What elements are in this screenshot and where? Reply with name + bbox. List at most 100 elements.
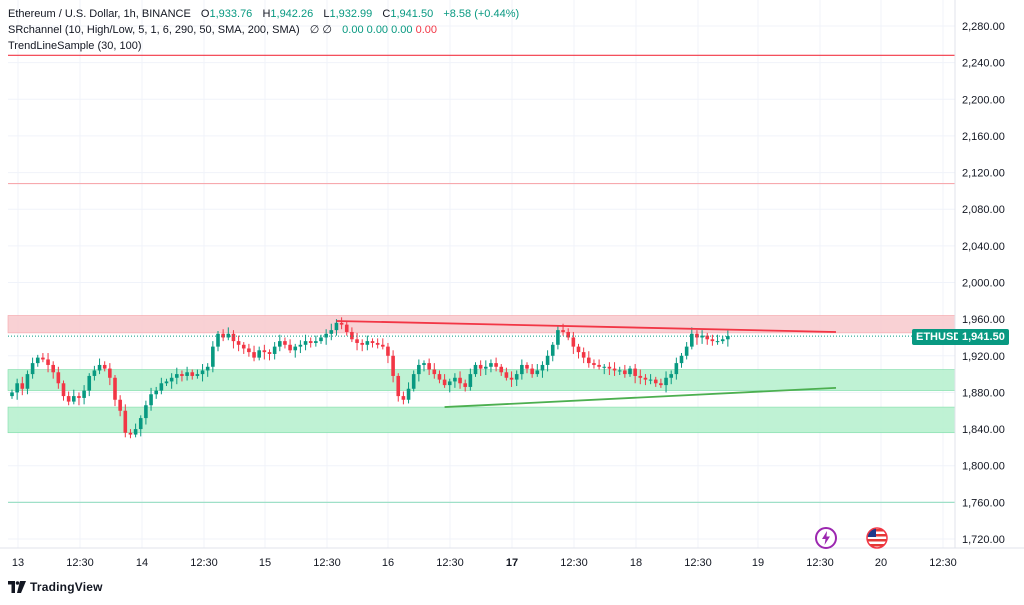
candle-body bbox=[262, 350, 267, 353]
indicator-value: 0.00 bbox=[415, 24, 438, 36]
candle-body bbox=[35, 357, 40, 364]
time-tick-label: 13 bbox=[12, 557, 24, 569]
price-tick-label: 1,880.00 bbox=[962, 387, 1005, 399]
candle-body bbox=[283, 341, 287, 345]
time-tick-label: 12:30 bbox=[560, 557, 588, 569]
candle-body bbox=[458, 377, 462, 384]
candle-body bbox=[360, 342, 364, 345]
candle-body bbox=[715, 341, 720, 343]
candle-body bbox=[221, 333, 225, 338]
candle-body bbox=[695, 333, 699, 338]
candle-body bbox=[308, 341, 313, 343]
resistance-trendline[interactable] bbox=[336, 320, 837, 333]
price-tick-label: 2,120.00 bbox=[962, 168, 1005, 180]
price-tick-label: 2,040.00 bbox=[962, 241, 1005, 253]
candle-body bbox=[514, 374, 519, 380]
candle-body bbox=[128, 432, 133, 435]
candle-body bbox=[628, 368, 632, 375]
candle-body bbox=[653, 379, 658, 384]
candle-body bbox=[396, 375, 401, 397]
last-price-tag: 1,941.50 bbox=[958, 329, 1009, 345]
candle-body bbox=[350, 331, 354, 340]
symbol-row[interactable]: Ethereum / U.S. Dollar, 1h, BINANCE O1,9… bbox=[8, 6, 519, 22]
candle-body bbox=[278, 341, 282, 347]
price-tick-label: 2,200.00 bbox=[962, 94, 1005, 106]
time-tick-label: 17 bbox=[506, 557, 518, 569]
candle-body bbox=[247, 348, 251, 353]
candle-body bbox=[556, 330, 560, 345]
brand-name: TradingView bbox=[30, 580, 103, 594]
candle-body bbox=[597, 364, 601, 367]
candle-body bbox=[587, 357, 591, 364]
support-trendline[interactable] bbox=[444, 386, 837, 408]
price-tick-label: 2,000.00 bbox=[962, 278, 1005, 290]
indicator-srchannel-name[interactable]: SRchannel (10, High/Low, 5, 1, 6, 290, 5… bbox=[8, 24, 300, 36]
candle-body bbox=[231, 333, 236, 342]
tradingview-logo-icon bbox=[8, 581, 26, 593]
price-tick-label: 1,800.00 bbox=[962, 461, 1005, 473]
lightning-icon[interactable] bbox=[815, 527, 837, 549]
candle-body bbox=[149, 394, 153, 406]
close-value: 1,941.50 bbox=[390, 8, 434, 20]
candle-body bbox=[494, 363, 498, 367]
candle-body bbox=[447, 381, 452, 386]
time-tick-label: 18 bbox=[630, 557, 642, 569]
candle-body bbox=[252, 352, 256, 358]
candle-body bbox=[61, 383, 66, 397]
candle-body bbox=[664, 377, 668, 386]
indicator-value: 0.00 bbox=[342, 24, 364, 36]
candle-body bbox=[530, 368, 534, 375]
candle-body bbox=[381, 344, 385, 347]
candle-body bbox=[108, 368, 112, 378]
price-tick-label: 1,840.00 bbox=[962, 424, 1005, 436]
time-tick-label: 12:30 bbox=[436, 557, 464, 569]
indicator-value: 0.00 bbox=[366, 24, 389, 36]
indicator-trendline-name[interactable]: TrendLineSample (30, 100) bbox=[8, 40, 142, 52]
candle-body bbox=[267, 352, 272, 354]
candle-body bbox=[674, 363, 679, 375]
candle-body bbox=[453, 377, 457, 382]
time-tick-label: 12:30 bbox=[66, 557, 94, 569]
candle-body bbox=[293, 346, 298, 351]
support-zone bbox=[7, 406, 956, 434]
symbol-title[interactable]: Ethereum / U.S. Dollar, 1h, BINANCE bbox=[8, 8, 191, 20]
candle-body bbox=[705, 335, 710, 340]
candle-body bbox=[623, 370, 627, 375]
candle-body bbox=[422, 363, 426, 365]
time-tick-label: 12:30 bbox=[684, 557, 712, 569]
candle-body bbox=[339, 322, 344, 325]
tradingview-footer[interactable]: TradingView bbox=[8, 580, 103, 594]
time-tick-label: 20 bbox=[875, 557, 887, 569]
candle-body bbox=[690, 333, 694, 347]
candle-body bbox=[195, 374, 200, 376]
indicator-srchannel-symbols: ∅ ∅ bbox=[309, 24, 333, 36]
candle-body bbox=[427, 363, 431, 370]
us-flag-icon[interactable] bbox=[866, 527, 888, 549]
candle-body bbox=[468, 374, 473, 387]
candle-body bbox=[550, 344, 555, 356]
price-tick-label: 1,920.00 bbox=[962, 351, 1005, 363]
close-label: C bbox=[382, 8, 391, 20]
price-tick-label: 1,720.00 bbox=[962, 534, 1005, 546]
candle-body bbox=[123, 410, 128, 433]
support-zone bbox=[7, 369, 956, 391]
candle-body bbox=[15, 383, 19, 393]
candle-body bbox=[489, 363, 493, 367]
time-tick-label: 12:30 bbox=[313, 557, 341, 569]
candle-body bbox=[669, 374, 673, 378]
high-label: H bbox=[262, 8, 271, 20]
indicator-row-trendline[interactable]: TrendLineSample (30, 100) bbox=[8, 38, 519, 54]
indicator-row-srchannel[interactable]: SRchannel (10, High/Low, 5, 1, 6, 290, 5… bbox=[8, 22, 519, 38]
candle-body bbox=[473, 364, 478, 375]
open-value: 1,933.76 bbox=[209, 8, 253, 20]
candle-body bbox=[97, 364, 102, 371]
candle-body bbox=[504, 372, 509, 378]
candle-body bbox=[411, 374, 416, 389]
candle-body bbox=[272, 346, 277, 354]
candle-body bbox=[190, 372, 195, 376]
candle-body bbox=[566, 331, 570, 338]
candle-body bbox=[87, 375, 92, 391]
candle-body bbox=[10, 392, 14, 397]
candle-body bbox=[66, 396, 71, 402]
